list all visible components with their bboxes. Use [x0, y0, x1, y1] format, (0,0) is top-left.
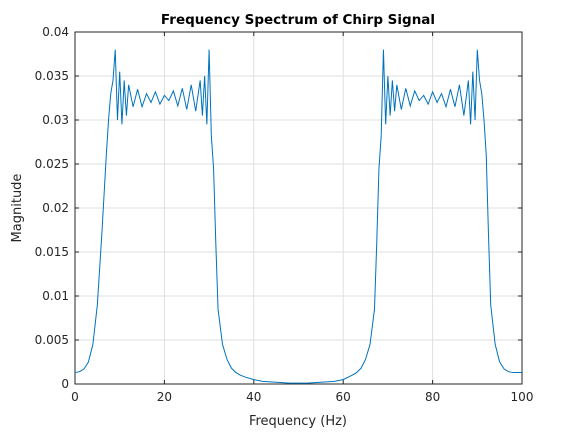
x-tick-label: 0	[71, 390, 79, 404]
plot-area	[74, 31, 523, 385]
y-tick-label: 0.03	[42, 113, 69, 127]
y-tick-label: 0	[61, 377, 69, 391]
spectrum-line	[74, 49, 522, 384]
y-tick-label: 0.015	[35, 245, 69, 259]
y-axis-label: Magnitude	[10, 174, 25, 243]
x-axis-label: Frequency (Hz)	[249, 414, 347, 429]
x-tick-label: 20	[157, 390, 172, 404]
y-tick-label: 0.005	[35, 333, 69, 347]
x-tick-label: 80	[425, 390, 440, 404]
axis-ticks: 0 20 40 60 80 100 0 0.005 0.01 0.015 0.02 0.025 0.03…	[35, 25, 534, 404]
x-tick-label: 100	[511, 390, 534, 404]
y-tick-label: 0.01	[42, 289, 69, 303]
y-tick-label: 0.035	[35, 69, 69, 83]
y-tick-label: 0.04	[42, 25, 69, 39]
x-tick-label: 40	[246, 390, 261, 404]
x-tick-label: 60	[336, 390, 351, 404]
chart-title: Frequency Spectrum of Chirp Signal	[161, 12, 435, 28]
y-tick-label: 0.02	[42, 201, 69, 215]
y-tick-label: 0.025	[35, 157, 69, 171]
